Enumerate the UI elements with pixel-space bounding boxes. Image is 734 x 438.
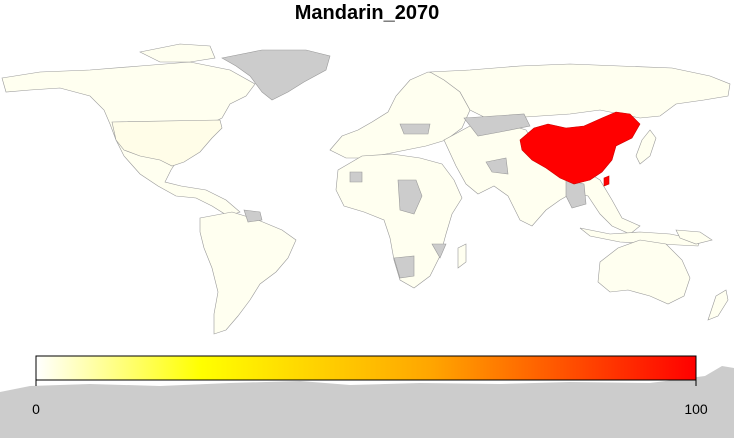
region-greenland [221, 49, 331, 101]
region-africa [335, 153, 463, 289]
region-africa-nodata [349, 171, 447, 279]
region-south-america [199, 211, 297, 335]
region-russia [428, 63, 731, 119]
region-asia-nodata [399, 113, 587, 209]
region-taiwan [603, 175, 610, 187]
region-australia [597, 239, 691, 305]
region-guyana-suriname [243, 209, 263, 223]
region-japan [635, 129, 657, 165]
region-china [519, 111, 641, 185]
region-madagascar [457, 243, 467, 269]
region-new-zealand [707, 289, 729, 321]
legend-max-label: 100 [684, 401, 708, 417]
region-antarctica [0, 366, 734, 438]
region-new-guinea [675, 229, 713, 245]
legend-color-bar [35, 355, 697, 381]
map-title: Mandarin_2070 [294, 2, 440, 24]
region-canadian-arctic [139, 43, 216, 63]
region-united-states [111, 119, 223, 167]
legend-min-label: 0 [32, 401, 40, 417]
